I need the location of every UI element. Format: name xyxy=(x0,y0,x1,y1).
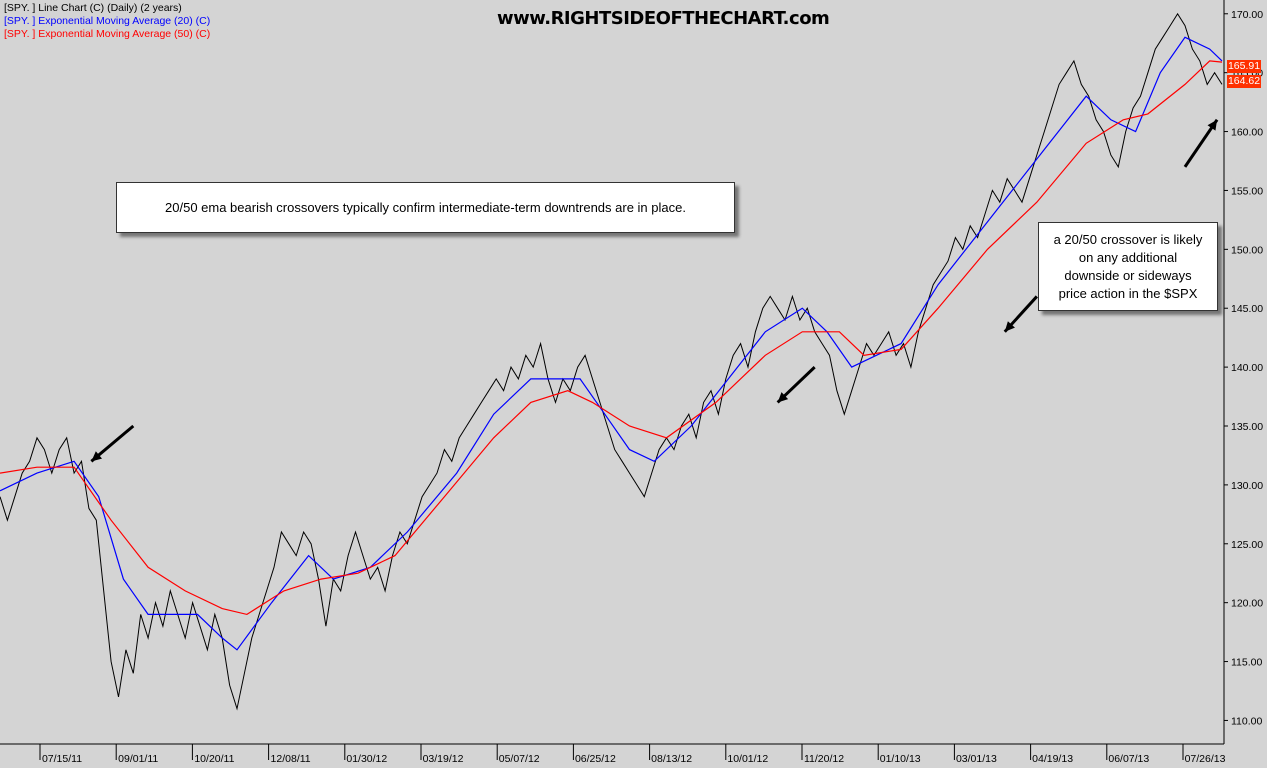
arrow-layer xyxy=(90,118,1219,463)
x-tick-label: 06/25/12 xyxy=(575,753,616,765)
note-side: a 20/50 crossover is likely on any addit… xyxy=(1038,222,1218,311)
x-tick-label: 07/15/11 xyxy=(42,753,82,765)
y-tick-layer: 110.00 115.00 120.00 125.00 130.00 135.00 140.… xyxy=(1224,9,1263,727)
ema20-line xyxy=(0,36,1223,651)
y-tick-label: 130.00 xyxy=(1231,480,1263,492)
y-tick-label: 145.00 xyxy=(1231,303,1263,315)
y-tick-label: 155.00 xyxy=(1231,185,1263,197)
site-title: www.RIGHTSIDEOFTHECHART.com xyxy=(497,8,830,29)
series-layer xyxy=(0,12,1223,711)
legend-ema20: [SPY. ] Exponential Moving Average (20) … xyxy=(4,15,211,27)
price-tag-ema50: 165.91 xyxy=(1227,60,1261,73)
x-tick-label: 10/20/11 xyxy=(194,753,234,765)
x-tick-label: 07/26/13 xyxy=(1185,753,1226,765)
x-tick-label: 04/19/13 xyxy=(1032,753,1073,765)
x-tick-label: 01/10/13 xyxy=(880,753,921,765)
x-tick-label: 01/30/12 xyxy=(346,753,387,765)
y-tick-label: 170.00 xyxy=(1231,9,1263,21)
price-tag-ema20: 164.62 xyxy=(1227,75,1261,88)
y-tick-label: 125.00 xyxy=(1231,539,1263,551)
annotation-arrow xyxy=(776,366,816,404)
note-main: 20/50 ema bearish crossovers typically c… xyxy=(116,182,735,233)
x-tick-label: 03/19/12 xyxy=(423,753,464,765)
annotation-arrow xyxy=(1003,295,1038,333)
y-tick-label: 150.00 xyxy=(1231,244,1263,256)
y-tick-label: 115.00 xyxy=(1231,657,1262,669)
legend-ema50: [SPY. ] Exponential Moving Average (50) … xyxy=(4,28,211,40)
annotation-arrow xyxy=(90,424,135,463)
x-tick-label: 05/07/12 xyxy=(499,753,540,765)
y-tick-label: 120.00 xyxy=(1231,598,1263,610)
x-tick-label: 12/08/11 xyxy=(271,753,311,765)
y-tick-label: 160.00 xyxy=(1231,127,1263,139)
legend-price: [SPY. ] Line Chart (C) (Daily) (2 years) xyxy=(4,2,182,14)
x-tick-label: 03/01/13 xyxy=(956,753,997,765)
x-tick-label: 09/01/11 xyxy=(118,753,158,765)
ema50-line xyxy=(0,60,1223,616)
x-tick-label: 06/07/13 xyxy=(1108,753,1149,765)
y-tick-label: 110.00 xyxy=(1231,715,1262,727)
y-tick-label: 140.00 xyxy=(1231,362,1263,374)
price-line xyxy=(0,12,1223,711)
annotation-arrow xyxy=(1183,118,1219,168)
x-tick-label: 10/01/12 xyxy=(727,753,768,765)
x-tick-label: 11/20/12 xyxy=(804,753,844,765)
x-tick-layer: 07/15/11 09/01/11 10/20/11 12/08/11 01/30/12… xyxy=(39,744,1226,765)
y-tick-label: 135.00 xyxy=(1231,421,1263,433)
x-tick-label: 08/13/12 xyxy=(651,753,692,765)
